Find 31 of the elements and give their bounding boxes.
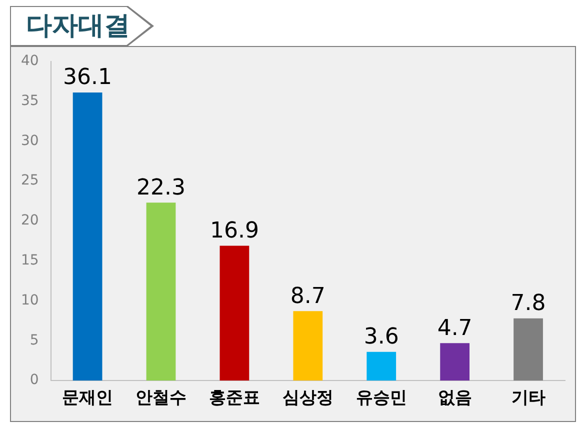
bar — [366, 352, 396, 381]
bar — [220, 246, 250, 381]
y-tick-label: 40 — [20, 53, 39, 70]
bar — [293, 311, 323, 381]
x-tick-label: 홍준표 — [208, 388, 260, 408]
data-label: 22.3 — [136, 175, 186, 200]
bar — [72, 92, 102, 381]
y-tick-label: 0 — [30, 372, 39, 388]
x-tick-label: 유승민 — [356, 388, 407, 408]
x-tick-label: 기타 — [511, 388, 546, 408]
x-tick-label: 없음 — [438, 388, 472, 408]
data-label: 4.7 — [437, 316, 472, 341]
bar — [514, 318, 543, 381]
data-label: 3.6 — [364, 324, 399, 350]
bar — [440, 343, 470, 381]
y-tick-label: 20 — [20, 212, 39, 229]
y-tick-label: 15 — [20, 252, 39, 269]
y-tick-label: 30 — [20, 132, 39, 149]
y-tick-label: 35 — [20, 92, 39, 109]
x-tick-label: 심상정 — [282, 388, 334, 408]
y-tick-label: 5 — [30, 332, 39, 348]
data-label: 8.7 — [290, 284, 326, 309]
bar — [146, 202, 176, 381]
x-tick-label: 안철수 — [135, 388, 186, 408]
x-tick-label: 문재인 — [62, 388, 114, 408]
data-label: 36.1 — [63, 65, 112, 90]
chart-title: 다자대결 — [26, 10, 130, 43]
y-tick-label: 25 — [20, 172, 39, 189]
y-tick-label: 10 — [20, 292, 39, 308]
data-label: 16.9 — [210, 218, 259, 244]
data-label: 7.8 — [510, 291, 546, 316]
